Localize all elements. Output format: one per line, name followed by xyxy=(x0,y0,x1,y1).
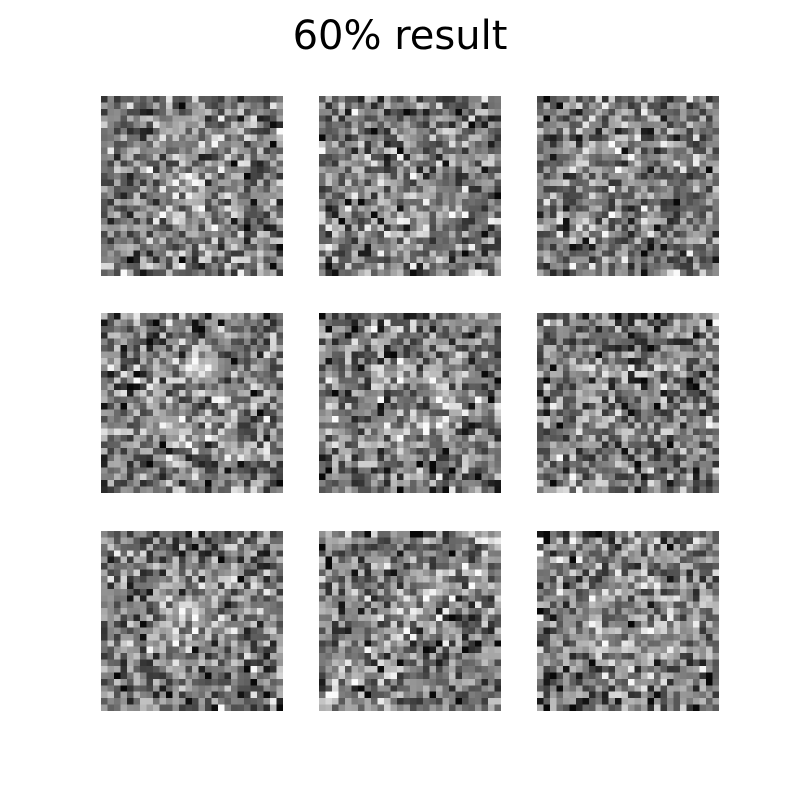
figure-title: 60% result xyxy=(292,13,508,59)
generated-image-5 xyxy=(319,313,501,493)
noise-canvas-1 xyxy=(101,96,283,276)
generated-image-3 xyxy=(537,96,719,276)
noise-canvas-3 xyxy=(537,96,719,276)
noise-canvas-6 xyxy=(537,313,719,493)
noise-canvas-9 xyxy=(537,531,719,711)
generated-image-9 xyxy=(537,531,719,711)
generated-image-8 xyxy=(319,531,501,711)
noise-canvas-2 xyxy=(319,96,501,276)
noise-canvas-5 xyxy=(319,313,501,493)
generated-image-6 xyxy=(537,313,719,493)
generated-image-1 xyxy=(101,96,283,276)
noise-canvas-4 xyxy=(101,313,283,493)
image-grid xyxy=(101,96,719,712)
generated-image-2 xyxy=(319,96,501,276)
generated-image-4 xyxy=(101,313,283,493)
generated-image-7 xyxy=(101,531,283,711)
noise-canvas-8 xyxy=(319,531,501,711)
noise-canvas-7 xyxy=(101,531,283,711)
